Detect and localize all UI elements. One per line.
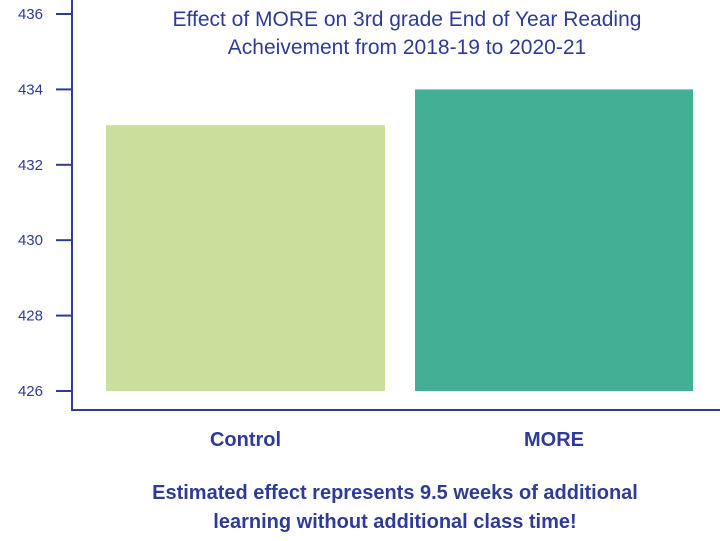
bars-group: [106, 89, 693, 392]
y-tick-label: 432: [18, 157, 43, 174]
y-axis: 426 428 430 432 434 436: [18, 0, 73, 411]
footnote-line-1: Estimated effect represents 9.5 weeks of…: [152, 482, 638, 504]
chart-title: Effect of MORE on 3rd grade End of Year …: [173, 8, 642, 59]
bar-control: [106, 125, 385, 391]
y-tick-label: 434: [18, 81, 43, 98]
x-category-label: MORE: [524, 429, 584, 451]
y-tick-label: 436: [18, 6, 43, 23]
footnote-line-2: learning without additional class time!: [213, 511, 576, 533]
bar-more: [415, 89, 693, 392]
y-tick-label: 426: [18, 383, 43, 400]
chart-title-line-1: Effect of MORE on 3rd grade End of Year …: [173, 8, 642, 31]
chart-title-line-2: Acheivement from 2018-19 to 2020-21: [228, 36, 586, 59]
x-axis-labels: Control MORE: [210, 429, 584, 451]
footnote: Estimated effect represents 9.5 weeks of…: [152, 482, 638, 533]
y-tick-label: 428: [18, 308, 43, 325]
y-tick-label: 430: [18, 232, 43, 249]
x-category-label: Control: [210, 429, 281, 451]
